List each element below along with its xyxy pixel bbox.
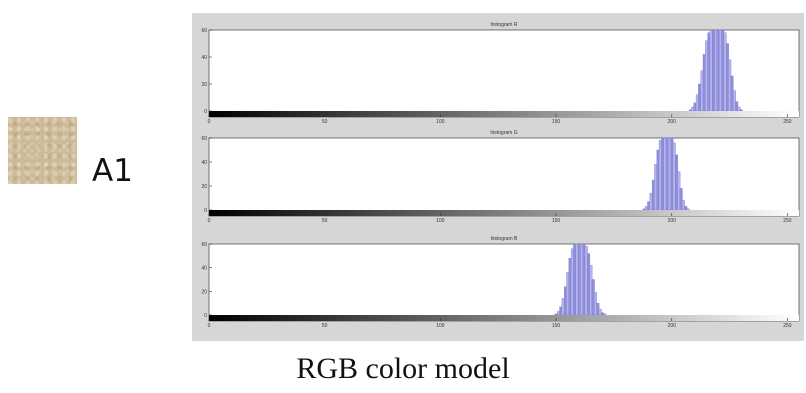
histogram-title: histogram B [491,236,518,242]
x-tick-label: 100 [436,323,445,329]
x-tick-label: 250 [783,218,792,224]
y-tick-label: 40 [201,55,207,61]
intensity-colorbar [209,210,799,216]
intensity-colorbar [209,315,799,321]
histogram-title: histogram G [490,130,517,136]
histogram-figure: histogram R 0 20 40 60 0 50 100 150 200 250 histogr… [192,13,804,341]
plot-area [208,137,800,217]
x-tick-label: 200 [668,218,677,224]
plot-area [208,243,800,322]
y-tick-label: 20 [201,289,207,295]
histogram-panel-2: histogram G 0 20 40 60 0 50 100 150 200 250 [201,130,800,224]
y-tick-label: 40 [201,266,207,272]
x-tick-label: 150 [552,119,561,125]
x-tick-label: 250 [783,119,792,125]
x-tick-label: 100 [436,119,445,125]
x-tick-label: 150 [552,218,561,224]
y-tick-label: 0 [204,109,207,115]
y-tick-label: 40 [201,160,207,166]
x-tick-label: 0 [208,119,211,125]
x-tick-label: 50 [322,218,328,224]
histogram-panel-3: histogram B 0 20 40 60 0 50 100 150 200 250 [201,236,800,329]
y-tick-label: 60 [201,28,207,34]
y-tick-label: 60 [201,136,207,142]
x-tick-label: 150 [552,323,561,329]
sample-label: A1 [92,153,133,189]
y-tick-label: 20 [201,82,207,88]
y-tick-label: 60 [201,242,207,248]
x-tick-label: 100 [436,218,445,224]
x-tick-label: 0 [208,218,211,224]
histogram-title: histogram R [491,22,518,28]
y-tick-label: 0 [204,313,207,319]
x-tick-label: 50 [322,323,328,329]
figure-caption: RGB color model [296,352,510,385]
x-tick-label: 250 [783,323,792,329]
x-tick-label: 0 [208,323,211,329]
y-tick-label: 0 [204,208,207,214]
x-tick-label: 200 [668,323,677,329]
y-tick-label: 20 [201,184,207,190]
histogram-bar [686,208,690,211]
color-sample-swatch [8,117,77,184]
x-tick-label: 200 [668,119,677,125]
x-tick-label: 50 [322,119,328,125]
histogram-panel-1: histogram R 0 20 40 60 0 50 100 150 200 250 [201,22,800,125]
histogram-bar [603,313,607,316]
histogram-bar [739,109,743,112]
intensity-colorbar [209,111,799,117]
